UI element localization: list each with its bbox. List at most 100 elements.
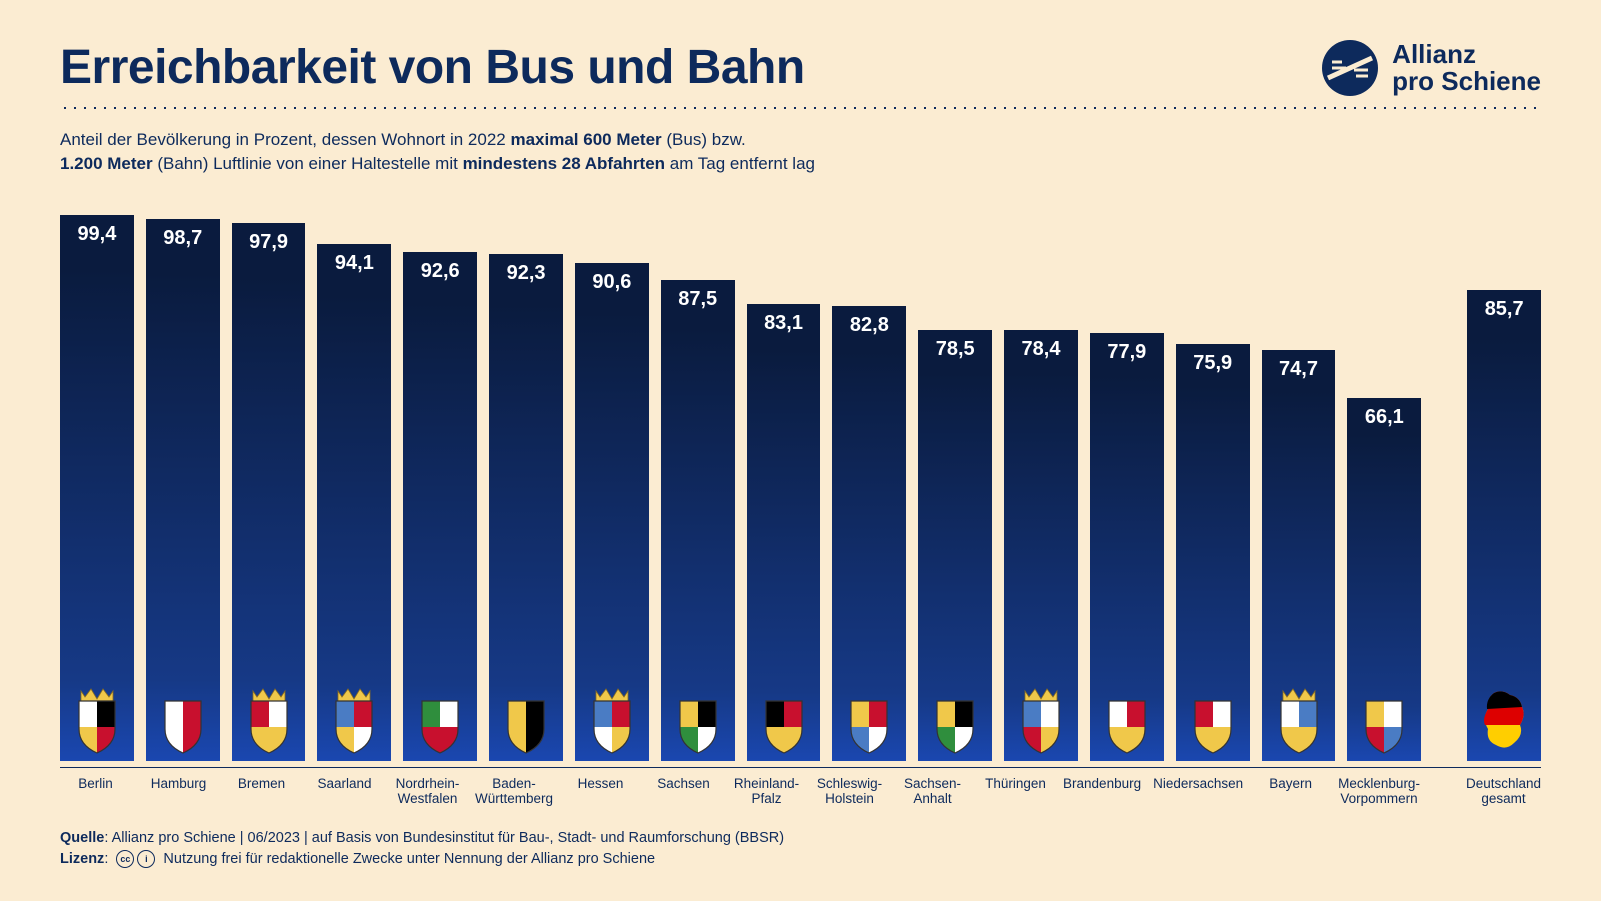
- crest-icon: [239, 685, 299, 757]
- bar-rect: 97,9: [232, 223, 306, 760]
- header: Erreichbarkeit von Bus und Bahn Allianz …: [60, 40, 1541, 96]
- crest-icon: [1097, 685, 1157, 757]
- bar-rect: 92,3: [489, 254, 563, 761]
- bar-niedersachsen: 75,9: [1176, 212, 1250, 761]
- bar-label: Sachsen-Anhalt: [897, 776, 968, 808]
- bar-label: Berlin: [60, 776, 131, 808]
- bar-thueringen: 78,4: [1004, 212, 1078, 761]
- bar-rect: 77,9: [1090, 333, 1164, 761]
- crest-icon: [668, 685, 728, 757]
- page-title: Erreichbarkeit von Bus und Bahn: [60, 40, 805, 95]
- logo-icon: [1322, 40, 1378, 96]
- crest-icon: [925, 685, 985, 757]
- sub-p1: Anteil der Bevölkerung in Prozent, desse…: [60, 130, 510, 149]
- crest-icon: [1011, 685, 1071, 757]
- crest-icon: [67, 685, 127, 757]
- bar-rect: 82,8: [832, 306, 906, 760]
- bar-sachsen: 87,5: [661, 212, 735, 761]
- crest-icon: [496, 685, 556, 757]
- bar-rect: 83,1: [747, 304, 821, 760]
- subtitle: Anteil der Bevölkerung in Prozent, desse…: [60, 128, 960, 176]
- crest-icon: [410, 685, 470, 757]
- bar-value: 83,1: [764, 312, 803, 335]
- bar-value: 98,7: [163, 227, 202, 250]
- bar-value: 85,7: [1485, 298, 1524, 321]
- bar-label: Hamburg: [143, 776, 214, 808]
- logo: Allianz pro Schiene: [1322, 40, 1541, 96]
- bar-sh: 82,8: [832, 212, 906, 761]
- logo-line2: pro Schiene: [1392, 68, 1541, 95]
- bar-rect: 98,7: [146, 219, 220, 761]
- bar-label: Niedersachsen: [1153, 776, 1243, 808]
- crest-icon: [1183, 685, 1243, 757]
- bar-bremen: 97,9: [232, 212, 306, 761]
- bar-rect: 92,6: [403, 252, 477, 760]
- bar-rect: 90,6: [575, 263, 649, 760]
- bar-hamburg: 98,7: [146, 212, 220, 761]
- crest-icon: [153, 685, 213, 757]
- bar-value: 97,9: [249, 231, 288, 254]
- by-icon: i: [137, 850, 155, 868]
- bar-label: Nordrhein-Westfalen: [392, 776, 463, 808]
- sub-p4: am Tag entfernt lag: [665, 154, 815, 173]
- bar-label: Brandenburg: [1063, 776, 1141, 808]
- bar-label: Thüringen: [980, 776, 1051, 808]
- bar-label: Schleswig-Holstein: [814, 776, 885, 808]
- bar-sa: 78,5: [918, 212, 992, 761]
- bar-label: Saarland: [309, 776, 380, 808]
- bar-rect: 75,9: [1176, 344, 1250, 761]
- bar-berlin: 99,4: [60, 212, 134, 761]
- infographic-container: Erreichbarkeit von Bus und Bahn Allianz …: [0, 0, 1601, 901]
- bar-value: 99,4: [77, 223, 116, 246]
- bar-rect: 87,5: [661, 280, 735, 760]
- source-line: Quelle: Allianz pro Schiene | 06/2023 | …: [60, 828, 1541, 850]
- bar-rect: 66,1: [1347, 398, 1421, 761]
- lizenz-text: Nutzung frei für redaktionelle Zwecke un…: [163, 851, 655, 867]
- cc-icon: cc: [116, 850, 134, 868]
- quelle-label: Quelle: [60, 830, 104, 846]
- crest-icon: [1354, 685, 1414, 757]
- bar-rect: 78,5: [918, 330, 992, 761]
- bar-rect: 94,1: [317, 244, 391, 761]
- bar-rect: 78,4: [1004, 330, 1078, 760]
- bar-value: 77,9: [1107, 341, 1146, 364]
- crest-icon: [582, 685, 642, 757]
- bar-labels-row: Berlin Hamburg Bremen Saarland Nordrhein-Wes…: [60, 776, 1541, 808]
- bar-de: 85,7: [1467, 212, 1541, 761]
- bar-value: 92,3: [507, 262, 546, 285]
- license-line: Lizenz: cc i Nutzung frei für redaktione…: [60, 849, 1541, 871]
- bar-label: Deutschlandgesamt: [1466, 776, 1541, 808]
- bar-value: 90,6: [592, 271, 631, 294]
- germany-map-icon: [1474, 685, 1534, 757]
- bar-value: 82,8: [850, 314, 889, 337]
- bar-rect: 74,7: [1262, 350, 1336, 760]
- logo-line1: Allianz: [1392, 41, 1541, 68]
- logo-text: Allianz pro Schiene: [1392, 41, 1541, 96]
- bar-value: 94,1: [335, 252, 374, 275]
- bar-label: Sachsen: [648, 776, 719, 808]
- bar-value: 74,7: [1279, 358, 1318, 381]
- bar-label: Baden-Württemberg: [475, 776, 553, 808]
- bar-nrw: 92,6: [403, 212, 477, 761]
- bar-brandenburg: 77,9: [1090, 212, 1164, 761]
- bar-label: Hessen: [565, 776, 636, 808]
- title-block: Erreichbarkeit von Bus und Bahn: [60, 40, 805, 95]
- sub-b2: 1.200 Meter: [60, 154, 153, 173]
- bar-value: 75,9: [1193, 352, 1232, 375]
- sub-b1: maximal 600 Meter: [510, 130, 661, 149]
- bar-chart: 99,4 98,7 97,9 94,1: [60, 212, 1541, 768]
- sub-b3: mindestens 28 Abfahrten: [463, 154, 665, 173]
- bar-rlp: 83,1: [747, 212, 821, 761]
- cc-badges: cc i: [116, 850, 155, 868]
- bar-rect: 85,7: [1467, 290, 1541, 760]
- bar-label: Bayern: [1255, 776, 1326, 808]
- crest-icon: [324, 685, 384, 757]
- bar-saarland: 94,1: [317, 212, 391, 761]
- sub-p3: (Bahn) Luftlinie von einer Haltestelle m…: [153, 154, 463, 173]
- bar-bayern: 74,7: [1262, 212, 1336, 761]
- bar-value: 78,4: [1022, 338, 1061, 361]
- bar-label: Rheinland-Pfalz: [731, 776, 802, 808]
- bar-value: 87,5: [678, 288, 717, 311]
- bar-rect: 99,4: [60, 215, 134, 761]
- bar-label: Bremen: [226, 776, 297, 808]
